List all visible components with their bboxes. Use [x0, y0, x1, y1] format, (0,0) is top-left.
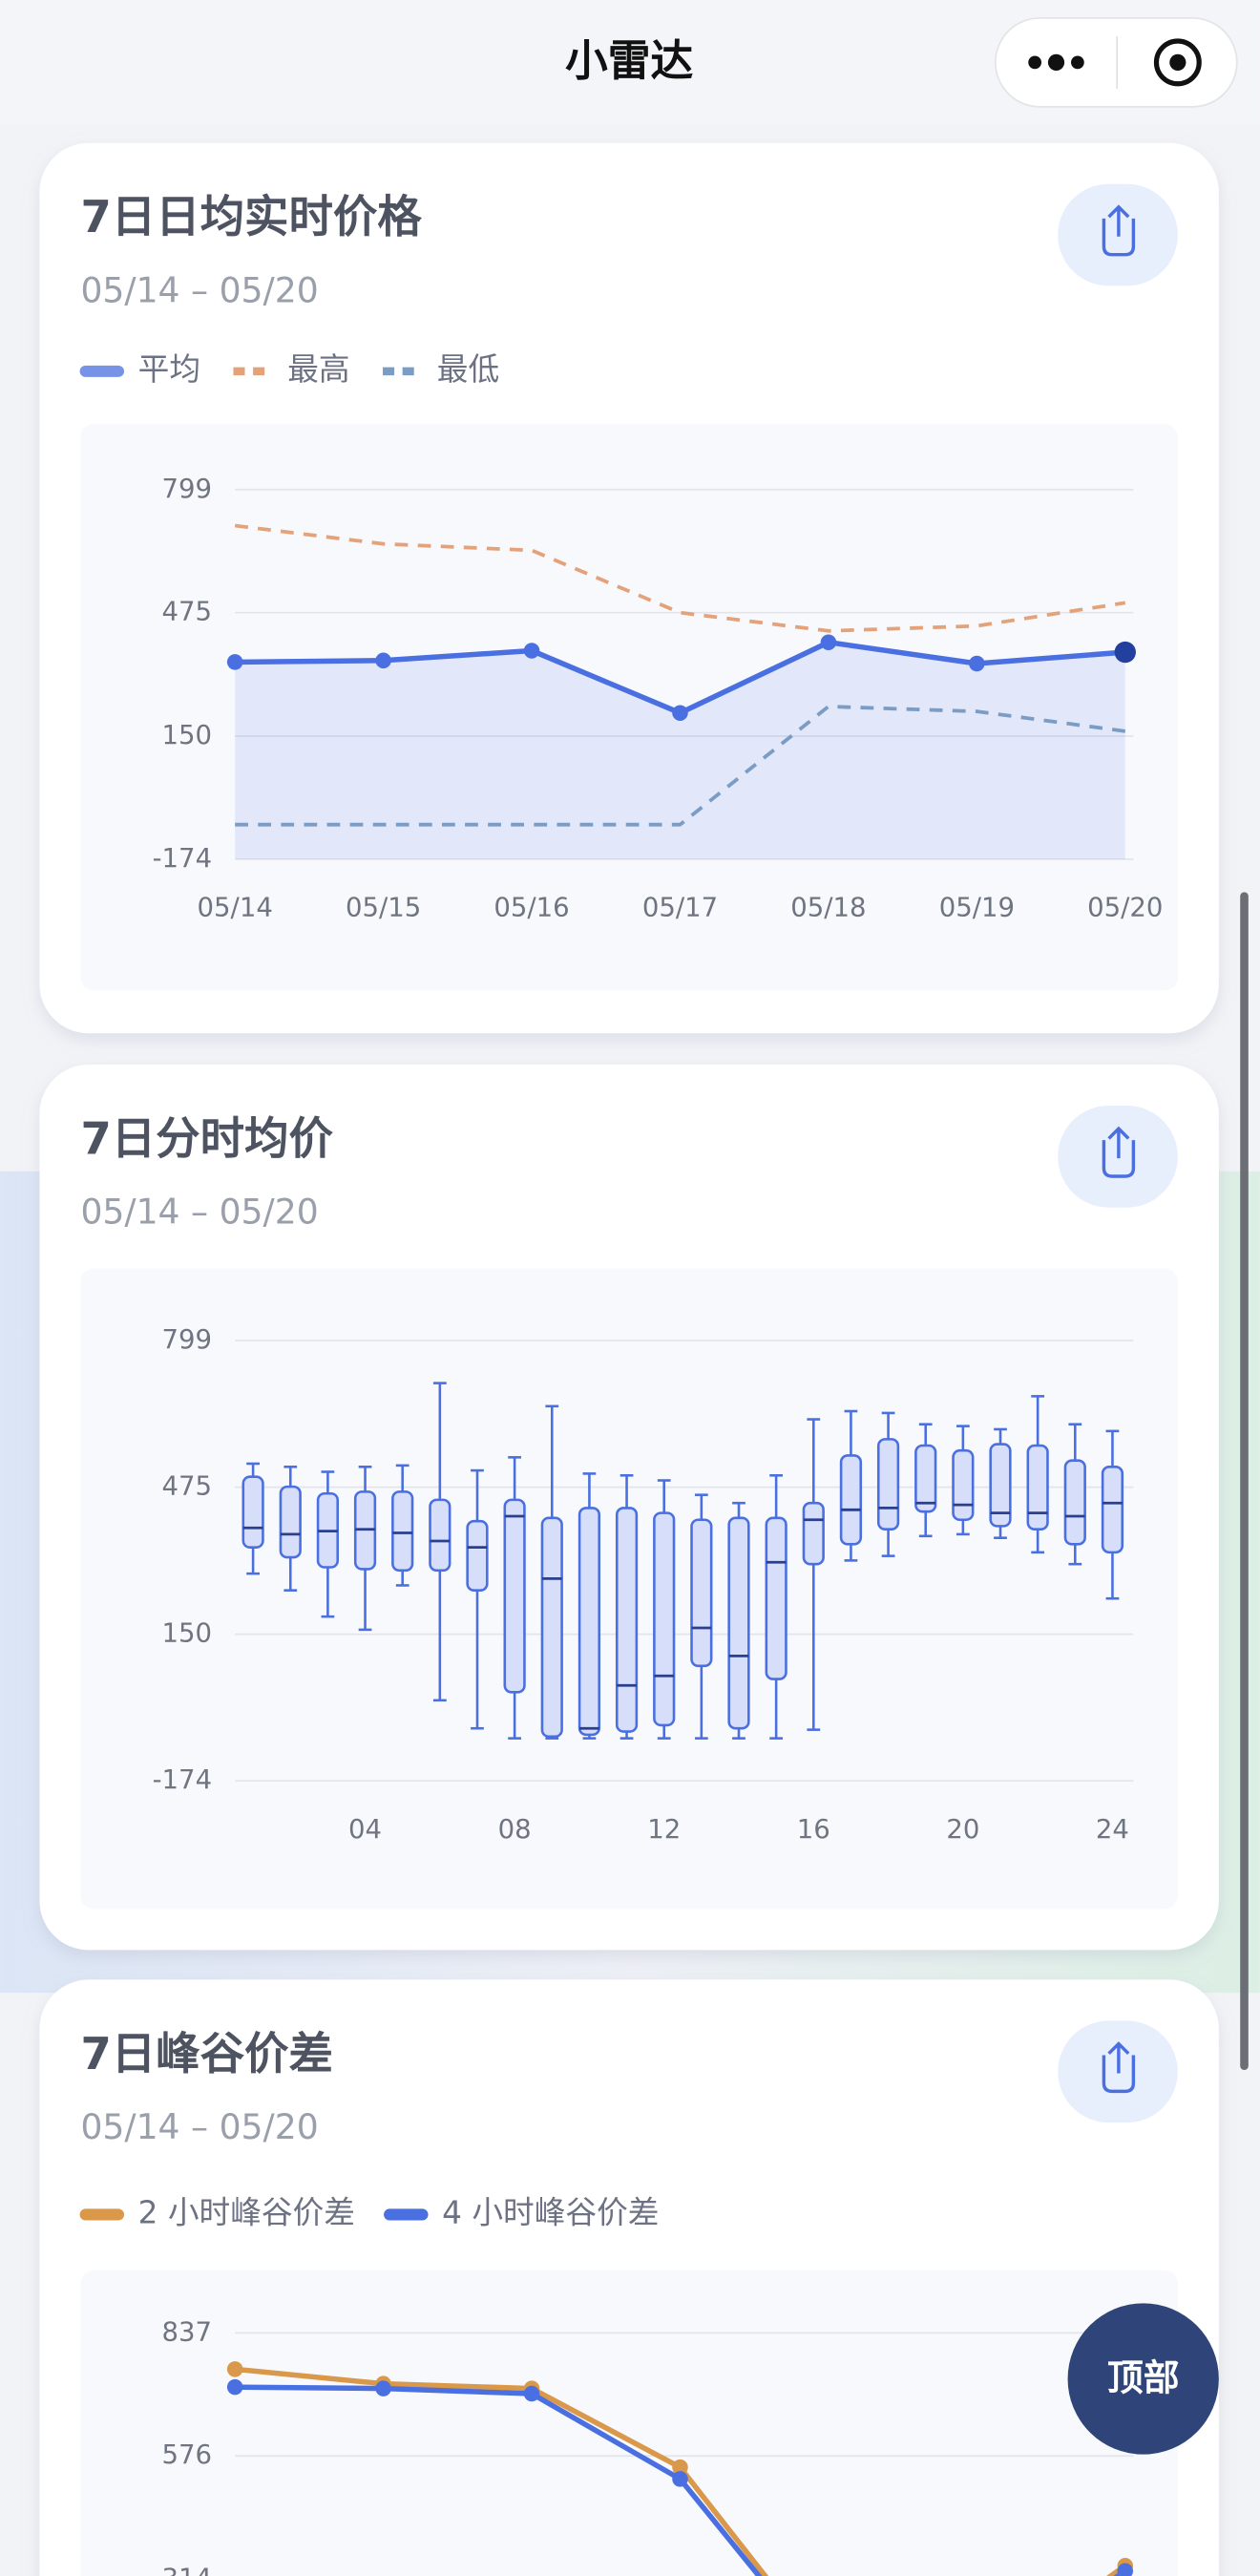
y-tick-label: 150: [162, 720, 213, 750]
y-tick-label: 150: [162, 1618, 213, 1649]
plot-area: [80, 2270, 1178, 2576]
share-button[interactable]: [1058, 183, 1178, 286]
top-button-label: 顶部: [1107, 2357, 1180, 2399]
box: [690, 1518, 713, 1668]
box: [503, 1498, 526, 1694]
x-tick-label: 20: [946, 1814, 979, 1845]
share-button[interactable]: [1058, 1106, 1178, 1208]
point: [820, 634, 837, 650]
card-subtitle: 05/14 – 05/20: [80, 269, 318, 310]
point: [672, 2471, 688, 2487]
point: [375, 2380, 391, 2397]
legend-label: 2 小时峰谷价差: [138, 2194, 355, 2230]
share-button[interactable]: [1058, 2020, 1178, 2123]
point: [523, 643, 540, 659]
box: [279, 1485, 302, 1559]
box: [615, 1507, 639, 1733]
y-tick-label: 576: [162, 2439, 213, 2470]
y-tick-label: 475: [162, 597, 213, 627]
box: [876, 1438, 900, 1531]
plot-area: [80, 423, 1178, 991]
legend-label: 4 小时峰谷价差: [442, 2194, 659, 2230]
capsule-menu[interactable]: [994, 17, 1238, 108]
x-tick-label: 05/17: [642, 893, 718, 923]
area: [235, 642, 1125, 859]
card-subtitle: 05/14 – 05/20: [80, 1192, 318, 1233]
box: [466, 1519, 489, 1592]
nav-title: 小雷达: [565, 35, 693, 86]
point: [226, 2378, 243, 2396]
y-tick-label: 475: [162, 1471, 213, 1502]
point: [969, 655, 985, 672]
point: [672, 2459, 688, 2476]
box: [1063, 1459, 1086, 1546]
point: [1114, 641, 1136, 664]
box: [540, 1516, 563, 1739]
y-tick-label: -174: [153, 843, 212, 874]
point: [226, 2361, 243, 2377]
y-tick-label: 314: [162, 2564, 213, 2576]
top-button[interactable]: 顶部: [1067, 2303, 1219, 2455]
box: [765, 1516, 788, 1680]
x-tick-label: 08: [498, 1814, 532, 1845]
card-title: 7日日均实时价格: [80, 191, 422, 243]
line: [234, 523, 1126, 633]
point: [523, 2385, 540, 2402]
box: [1101, 1465, 1124, 1554]
charts: 799 475 150 -174 05/14 05/15 05/16 05/17 05/18 05…: [79, 351, 1163, 2576]
box: [242, 1475, 264, 1549]
box: [989, 1443, 1012, 1528]
x-tick-label: 04: [348, 1814, 382, 1845]
point: [1117, 2563, 1134, 2576]
x-tick-label: 05/20: [1087, 893, 1163, 923]
x-tick-label: 05/18: [790, 893, 866, 923]
legend-label: 最低: [437, 351, 499, 388]
legend-label: 最高: [287, 351, 349, 388]
x-tick-label: 05/16: [494, 893, 569, 923]
box: [952, 1448, 975, 1522]
x-tick-label: 05/15: [346, 893, 421, 923]
legend-label: 平均: [138, 351, 200, 388]
x-tick-label: 12: [647, 1814, 681, 1845]
box: [578, 1507, 601, 1737]
x-tick-label: 24: [1096, 1814, 1129, 1845]
box: [914, 1444, 937, 1513]
point: [672, 705, 688, 721]
box: [839, 1454, 863, 1546]
box: [1026, 1444, 1049, 1531]
x-tick-label: 05/19: [939, 893, 1015, 923]
box: [391, 1490, 414, 1573]
card-title: 7日分时均价: [80, 1112, 333, 1164]
box: [653, 1511, 676, 1727]
point: [375, 652, 391, 669]
x-tick-label: 16: [797, 1814, 830, 1845]
line: [235, 705, 1126, 827]
scrollbar: [1240, 892, 1249, 2071]
y-tick-label: -174: [153, 1764, 212, 1795]
box: [429, 1498, 452, 1573]
y-tick-label: 799: [162, 1324, 213, 1355]
y-tick-label: 799: [162, 474, 213, 504]
point: [226, 654, 243, 670]
card-title: 7日峰谷价差: [80, 2028, 333, 2080]
y-tick-label: 837: [162, 2316, 213, 2347]
box: [802, 1501, 825, 1566]
card-subtitle: 05/14 – 05/20: [80, 2106, 318, 2147]
x-tick-label: 05/14: [198, 893, 273, 923]
box: [727, 1516, 750, 1730]
